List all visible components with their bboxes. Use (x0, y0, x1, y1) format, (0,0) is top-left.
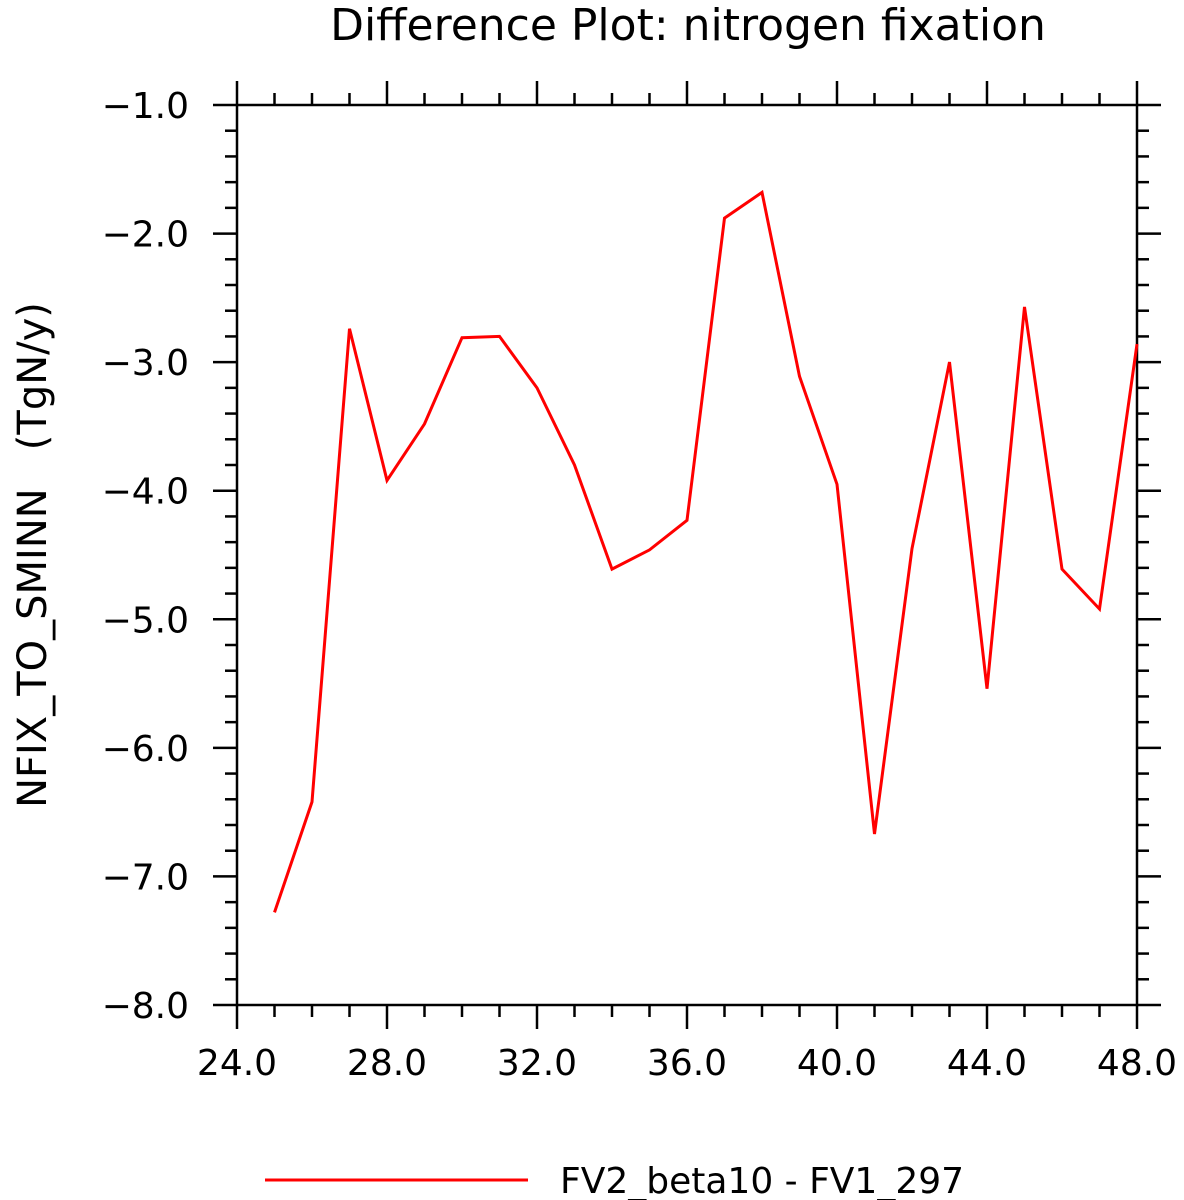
axis-ticks (213, 81, 1161, 1029)
legend-label: FV2_beta10 - FV1_297 (560, 1161, 964, 1200)
y-tick-label: −2.0 (102, 215, 189, 256)
series-line (273, 189, 1139, 913)
x-tick-label: 44.0 (947, 1043, 1027, 1084)
y-tick-label: −4.0 (102, 472, 189, 513)
y-tick-label: −1.0 (102, 86, 189, 127)
y-tick-label: −7.0 (102, 857, 189, 898)
x-tick-label: 24.0 (197, 1043, 277, 1084)
x-tick-label: 32.0 (497, 1043, 577, 1084)
x-tick-label: 48.0 (1097, 1043, 1177, 1084)
y-axis-label: NFIX_TO_SMINN (TgN/y) (10, 302, 56, 808)
series-layer (273, 189, 1139, 913)
y-tick-label: −8.0 (102, 986, 189, 1027)
y-tick-label: −3.0 (102, 343, 189, 384)
x-tick-label: 40.0 (797, 1043, 877, 1084)
legend: FV2_beta10 - FV1_297 (265, 1161, 964, 1200)
x-tick-label: 36.0 (647, 1043, 727, 1084)
y-tick-label: −5.0 (102, 600, 189, 641)
x-tick-label: 28.0 (347, 1043, 427, 1084)
chart-title: Difference Plot: nitrogen fixation (330, 0, 1046, 51)
y-tick-label: −6.0 (102, 729, 189, 770)
tick-labels: 24.0 28.0 32.0 36.0 40.0 44.0 48.0 −1.0 −2.0 −3.0… (102, 86, 1178, 1084)
plot-frame (235, 103, 1139, 1007)
